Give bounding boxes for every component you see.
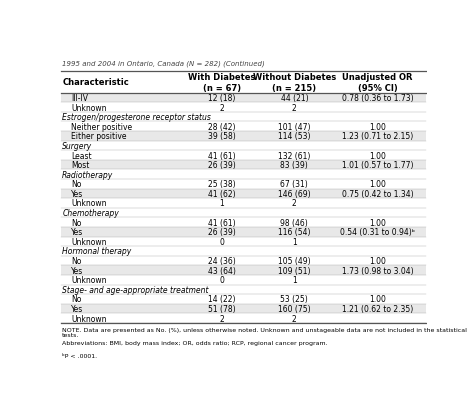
Text: 1.00: 1.00 bbox=[369, 294, 386, 303]
Text: Unknown: Unknown bbox=[72, 276, 107, 285]
Bar bbox=[61, 266, 426, 275]
Text: No: No bbox=[72, 180, 82, 189]
Bar bbox=[61, 208, 426, 218]
Text: Yes: Yes bbox=[72, 228, 83, 237]
Text: 67 (31): 67 (31) bbox=[281, 180, 308, 189]
Text: Neither positive: Neither positive bbox=[72, 122, 133, 131]
Text: 53 (25): 53 (25) bbox=[281, 294, 308, 303]
Text: ᵇP < .0001.: ᵇP < .0001. bbox=[62, 353, 97, 357]
Text: 1.00: 1.00 bbox=[369, 122, 386, 131]
Bar bbox=[61, 304, 426, 314]
Bar bbox=[61, 112, 426, 122]
Text: Least: Least bbox=[72, 151, 92, 160]
Text: Without Diabetes
(n = 215): Without Diabetes (n = 215) bbox=[253, 73, 336, 93]
Text: Either positive: Either positive bbox=[72, 132, 127, 141]
Text: 0: 0 bbox=[219, 276, 224, 285]
Text: 1.73 (0.98 to 3.04): 1.73 (0.98 to 3.04) bbox=[342, 266, 413, 275]
Text: 44 (21): 44 (21) bbox=[281, 94, 308, 103]
Bar bbox=[61, 160, 426, 170]
Text: Stage- and age-appropriate treatment: Stage- and age-appropriate treatment bbox=[62, 285, 209, 294]
Text: 2: 2 bbox=[219, 314, 224, 323]
Text: 26 (39): 26 (39) bbox=[208, 161, 236, 170]
Bar bbox=[61, 285, 426, 294]
Text: 39 (58): 39 (58) bbox=[208, 132, 236, 141]
Text: No: No bbox=[72, 294, 82, 303]
Text: 1995 and 2004 in Ontario, Canada (N = 282) (Continued): 1995 and 2004 in Ontario, Canada (N = 28… bbox=[62, 60, 264, 67]
Bar bbox=[61, 247, 426, 256]
Text: III-IV: III-IV bbox=[72, 94, 88, 103]
Text: No: No bbox=[72, 218, 82, 227]
Bar bbox=[61, 170, 426, 180]
Bar bbox=[61, 94, 426, 103]
Text: 0.75 (0.42 to 1.34): 0.75 (0.42 to 1.34) bbox=[342, 189, 413, 198]
Text: 1.21 (0.62 to 2.35): 1.21 (0.62 to 2.35) bbox=[342, 304, 413, 313]
Text: 0: 0 bbox=[219, 237, 224, 246]
Text: 41 (61): 41 (61) bbox=[208, 151, 236, 160]
Bar bbox=[61, 227, 426, 237]
Text: Unknown: Unknown bbox=[72, 314, 107, 323]
Text: 109 (51): 109 (51) bbox=[278, 266, 310, 275]
Text: Unknown: Unknown bbox=[72, 103, 107, 112]
Text: Yes: Yes bbox=[72, 266, 83, 275]
Text: 1.23 (0.71 to 2.15): 1.23 (0.71 to 2.15) bbox=[342, 132, 413, 141]
Text: 160 (75): 160 (75) bbox=[278, 304, 310, 313]
Text: 2: 2 bbox=[219, 103, 224, 112]
Text: 41 (61): 41 (61) bbox=[208, 218, 236, 227]
Text: 101 (47): 101 (47) bbox=[278, 122, 310, 131]
Text: Abbreviations: BMI, body mass index; OR, odds ratio; RCP, regional cancer progra: Abbreviations: BMI, body mass index; OR,… bbox=[62, 340, 328, 345]
Text: Surgery: Surgery bbox=[62, 142, 92, 151]
Bar bbox=[61, 189, 426, 199]
Text: 51 (78): 51 (78) bbox=[208, 304, 236, 313]
Text: Yes: Yes bbox=[72, 189, 83, 198]
Text: 0.78 (0.36 to 1.73): 0.78 (0.36 to 1.73) bbox=[342, 94, 413, 103]
Text: 14 (22): 14 (22) bbox=[208, 294, 236, 303]
Text: 1.00: 1.00 bbox=[369, 180, 386, 189]
Text: With Diabetes
(n = 67): With Diabetes (n = 67) bbox=[188, 73, 255, 93]
Bar bbox=[61, 72, 426, 94]
Text: 98 (46): 98 (46) bbox=[281, 218, 308, 227]
Text: 0.54 (0.31 to 0.94)ᵇ: 0.54 (0.31 to 0.94)ᵇ bbox=[340, 228, 415, 237]
Text: Radiotherapy: Radiotherapy bbox=[62, 170, 113, 179]
Text: 26 (39): 26 (39) bbox=[208, 228, 236, 237]
Text: 2: 2 bbox=[292, 103, 297, 112]
Text: 114 (53): 114 (53) bbox=[278, 132, 310, 141]
Text: Yes: Yes bbox=[72, 304, 83, 313]
Text: 2: 2 bbox=[292, 199, 297, 208]
Text: 41 (62): 41 (62) bbox=[208, 189, 236, 198]
Text: 105 (49): 105 (49) bbox=[278, 256, 310, 265]
Text: 116 (54): 116 (54) bbox=[278, 228, 310, 237]
Text: 1.00: 1.00 bbox=[369, 256, 386, 265]
Text: 24 (36): 24 (36) bbox=[208, 256, 236, 265]
Text: 83 (39): 83 (39) bbox=[281, 161, 308, 170]
Text: Chemotherapy: Chemotherapy bbox=[62, 209, 119, 218]
Text: Unknown: Unknown bbox=[72, 237, 107, 246]
Text: 28 (42): 28 (42) bbox=[208, 122, 236, 131]
Text: 146 (69): 146 (69) bbox=[278, 189, 310, 198]
Text: 12 (18): 12 (18) bbox=[208, 94, 236, 103]
Text: Unknown: Unknown bbox=[72, 199, 107, 208]
Text: Unadjusted OR
(95% CI): Unadjusted OR (95% CI) bbox=[342, 73, 413, 93]
Text: 1.00: 1.00 bbox=[369, 151, 386, 160]
Text: 1.01 (0.57 to 1.77): 1.01 (0.57 to 1.77) bbox=[342, 161, 413, 170]
Text: No: No bbox=[72, 256, 82, 265]
Text: 1.00: 1.00 bbox=[369, 218, 386, 227]
Text: 132 (61): 132 (61) bbox=[278, 151, 310, 160]
Text: 1: 1 bbox=[219, 199, 224, 208]
Text: Estrogen/progesterone receptor status: Estrogen/progesterone receptor status bbox=[62, 113, 211, 122]
Bar bbox=[61, 142, 426, 151]
Bar bbox=[61, 132, 426, 142]
Text: 1: 1 bbox=[292, 237, 297, 246]
Text: 1: 1 bbox=[292, 276, 297, 285]
Text: 25 (38): 25 (38) bbox=[208, 180, 236, 189]
Text: 43 (64): 43 (64) bbox=[208, 266, 236, 275]
Text: 2: 2 bbox=[292, 314, 297, 323]
Text: Hormonal therapy: Hormonal therapy bbox=[62, 247, 131, 256]
Text: Most: Most bbox=[72, 161, 90, 170]
Text: NOTE. Data are presented as No. (%), unless otherwise noted. Unknown and unstage: NOTE. Data are presented as No. (%), unl… bbox=[62, 327, 467, 337]
Text: Characteristic: Characteristic bbox=[62, 78, 129, 87]
